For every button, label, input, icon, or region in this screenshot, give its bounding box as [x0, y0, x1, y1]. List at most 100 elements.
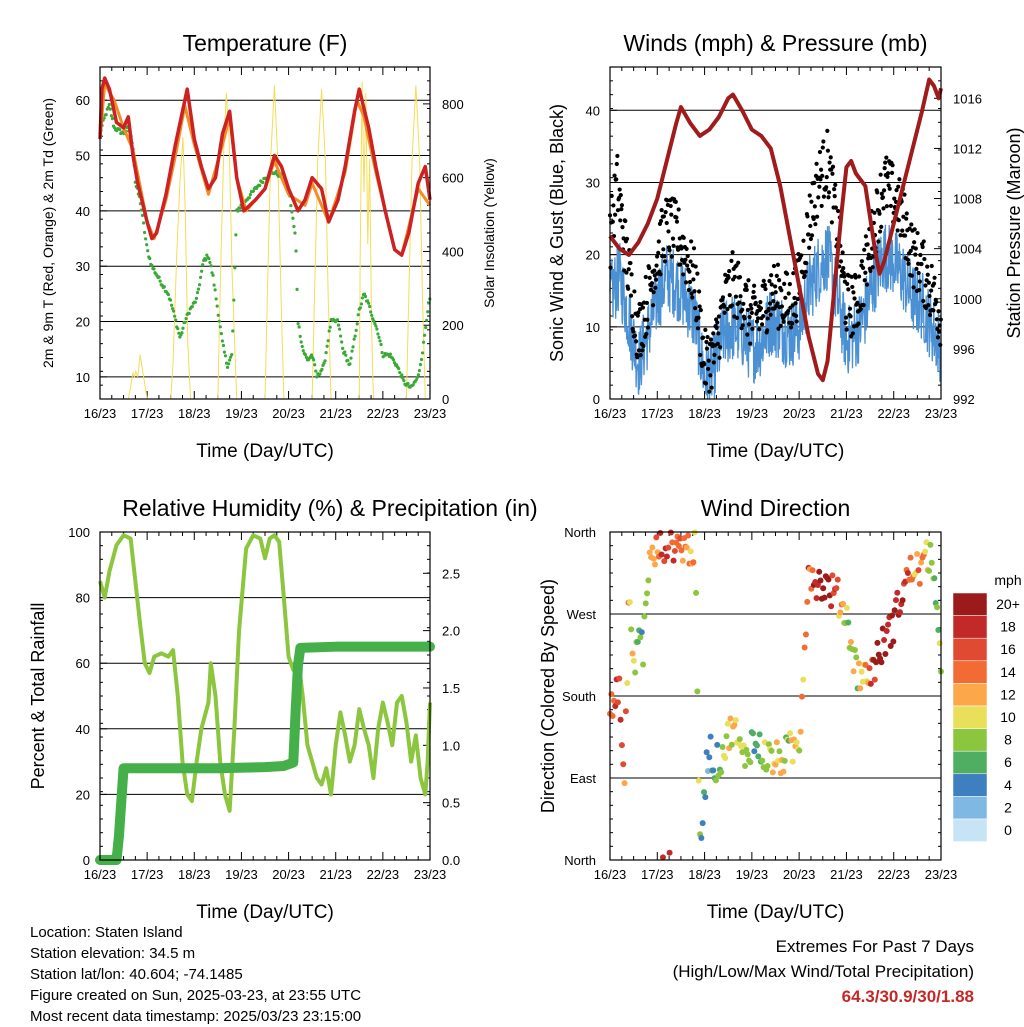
x-tick-label: 18/23	[178, 406, 211, 421]
gust-point	[925, 264, 930, 269]
dewpoint-point	[398, 370, 402, 375]
y-tick-label: 100	[68, 525, 90, 540]
gust-point	[911, 285, 916, 290]
dewpoint-point	[346, 358, 350, 363]
wind-direction-point	[840, 600, 847, 607]
gust-point	[741, 301, 746, 306]
chart-title: Wind Direction	[701, 495, 851, 521]
wind-direction-point	[847, 639, 854, 646]
gust-point	[676, 207, 681, 212]
wind-direction-point	[825, 576, 832, 583]
dewpoint-point	[377, 335, 381, 339]
gust-point	[630, 314, 635, 319]
gust-point	[844, 327, 849, 332]
wind-direction-point	[646, 549, 653, 556]
gust-point	[769, 273, 774, 278]
gust-point	[708, 373, 713, 378]
gust-point	[918, 252, 923, 258]
gust-point	[847, 306, 853, 311]
gust-point	[814, 161, 819, 166]
colorbar-swatch	[952, 660, 988, 684]
gust-point	[830, 171, 835, 176]
gust-point	[647, 265, 652, 271]
y-tick-label: 30	[76, 259, 90, 274]
gust-point	[671, 243, 676, 248]
wind-direction-point	[632, 669, 639, 676]
dewpoint-point	[369, 310, 373, 314]
gust-point	[771, 298, 776, 304]
dewpoint-point	[328, 325, 332, 329]
dewpoint-point	[225, 365, 230, 369]
wind-direction-point	[710, 767, 717, 774]
y-tick-label: 20	[76, 315, 90, 330]
timestamp-text: Most recent data timestamp: 2025/03/23 2…	[30, 1008, 362, 1025]
wind-direction-point	[683, 544, 690, 551]
gust-point	[858, 307, 863, 312]
gust-point	[805, 214, 810, 219]
dewpoint-point	[304, 355, 308, 359]
dewpoint-point	[294, 249, 298, 253]
wind-direction-point	[640, 661, 647, 668]
dewpoint-point	[356, 313, 360, 317]
wind-direction-point	[915, 567, 922, 574]
colorbar-swatch	[952, 818, 988, 842]
gust-point	[717, 355, 722, 360]
dewpoint-point	[228, 358, 232, 362]
chart-panel: Winds (mph) & Pressure (mb) 0 10 20 30 40 992 9…	[547, 30, 1024, 462]
wind-direction-point	[883, 628, 890, 635]
dewpoint-point	[207, 256, 211, 261]
gust-point	[643, 274, 648, 280]
gust-point	[808, 236, 813, 242]
gust-point	[635, 355, 640, 360]
gust-point	[849, 274, 854, 279]
gust-point	[843, 320, 848, 325]
gust-point	[653, 277, 659, 282]
gust-point	[851, 290, 856, 295]
gust-point	[897, 177, 902, 182]
y-tick-label: 40	[76, 204, 90, 219]
wind-direction-point	[693, 589, 700, 596]
wind-direction-point	[896, 609, 903, 616]
wind-direction-point	[828, 603, 835, 610]
dewpoint-point	[108, 107, 112, 111]
gust-point	[654, 263, 659, 268]
gust-point	[919, 261, 924, 267]
gust-point	[827, 160, 832, 165]
wind-direction-point	[798, 693, 805, 700]
colorbar-label: 4	[1004, 777, 1012, 793]
wind-direction-point	[851, 646, 858, 653]
gust-point	[836, 208, 841, 214]
dewpoint-point	[370, 313, 374, 317]
dewpoint-point	[318, 372, 322, 376]
dewpoint-point	[313, 363, 317, 367]
gust-point	[778, 323, 783, 328]
gust-point	[915, 230, 920, 236]
gust-point	[758, 306, 764, 311]
wind-direction-point	[699, 820, 706, 827]
gust-point	[717, 345, 723, 350]
y2-tick-label: 1012	[953, 141, 982, 156]
wind-direction-point	[645, 577, 652, 584]
dewpoint-point	[261, 180, 265, 184]
wind-direction-point	[707, 733, 714, 740]
wind-direction-point	[661, 558, 668, 565]
wind-direction-point	[723, 733, 730, 740]
gust-point	[706, 366, 711, 372]
gust-point	[636, 348, 642, 353]
gust-point	[842, 274, 847, 279]
dewpoint-point	[293, 231, 297, 235]
gust-point	[817, 149, 823, 155]
colorbar-swatch	[952, 728, 988, 752]
sonic-wind-line	[609, 224, 942, 400]
dewpoint-point	[158, 279, 162, 283]
wind-direction-point	[638, 629, 645, 636]
dewpoint-point	[180, 331, 184, 335]
gust-point	[757, 327, 762, 332]
wind-direction-point	[675, 543, 682, 550]
gust-point	[698, 308, 703, 313]
dewpoint-point	[391, 358, 396, 362]
wind-direction-point	[918, 559, 925, 566]
gust-point	[902, 192, 907, 197]
colorbar-swatch	[952, 592, 988, 616]
gust-point	[841, 271, 846, 276]
